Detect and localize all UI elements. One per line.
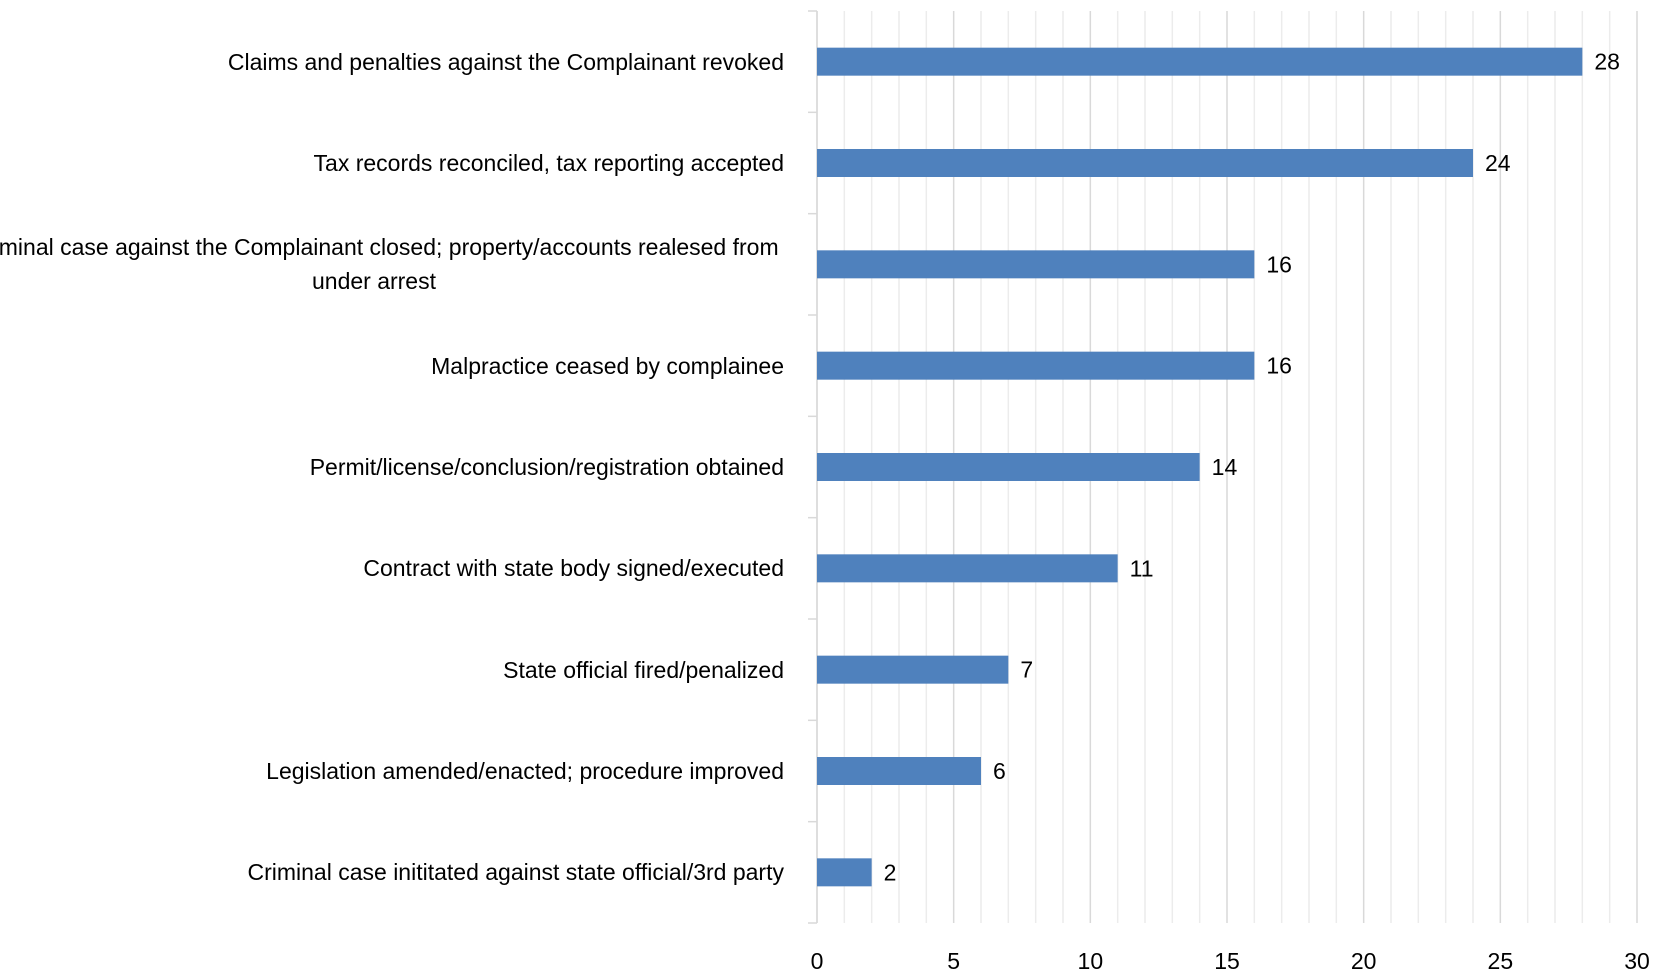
data-label: 11 — [1130, 555, 1154, 581]
x-tick-label: 5 — [947, 948, 960, 973]
data-label: 7 — [1020, 657, 1033, 683]
bar — [817, 757, 981, 785]
category-text: Criminal case inititated against state o… — [247, 859, 784, 886]
bar — [817, 453, 1200, 481]
y-tick-label: Contract with state body signed/executed — [0, 528, 784, 608]
category-text: State official fired/penalized — [503, 656, 784, 683]
data-label: 2 — [884, 859, 897, 885]
y-tick-label: Criminal case against the Complainant cl… — [0, 224, 784, 304]
category-text: Claims and penalties against the Complai… — [227, 48, 784, 75]
x-tick-label: 30 — [1624, 948, 1650, 973]
y-tick-label: Legislation amended/enacted; procedure i… — [0, 731, 784, 811]
category-text: Permit/license/conclusion/registration o… — [309, 454, 784, 480]
data-label: 16 — [1266, 353, 1292, 379]
bar — [817, 858, 872, 887]
y-tick-label: Tax records reconciled, tax reporting ac… — [0, 123, 784, 203]
y-tick-label: Malpractice ceased by complainee — [0, 326, 784, 406]
category-text: Tax records reconciled, tax reporting ac… — [313, 150, 784, 176]
x-tick-label: 10 — [1078, 948, 1104, 973]
bar — [817, 47, 1583, 76]
y-tick-label: Permit/license/conclusion/registration o… — [0, 427, 784, 507]
category-text: Legislation amended/enacted; procedure i… — [266, 758, 784, 784]
data-label: 6 — [993, 758, 1006, 784]
bar — [817, 655, 1009, 684]
category-text: Criminal case against the Complainant cl… — [0, 234, 779, 295]
data-label: 28 — [1594, 49, 1620, 75]
data-label: 14 — [1212, 454, 1238, 480]
data-label: 24 — [1485, 150, 1511, 176]
bar — [817, 351, 1255, 380]
x-tick-label: 0 — [811, 948, 824, 973]
category-text: Contract with state body signed/executed — [363, 555, 784, 582]
x-tick-label: 20 — [1351, 948, 1377, 973]
x-tick-label: 15 — [1214, 948, 1240, 973]
bar — [817, 250, 1255, 279]
bar — [817, 554, 1118, 583]
bar — [817, 149, 1473, 177]
data-label: 16 — [1266, 251, 1292, 277]
category-text: Malpractice ceased by complainee — [431, 352, 784, 379]
y-tick-label: Criminal case inititated against state o… — [0, 832, 784, 912]
x-tick-label: 25 — [1488, 948, 1514, 973]
y-tick-label: State official fired/penalized — [0, 630, 784, 710]
y-tick-label: Claims and penalties against the Complai… — [0, 22, 784, 102]
